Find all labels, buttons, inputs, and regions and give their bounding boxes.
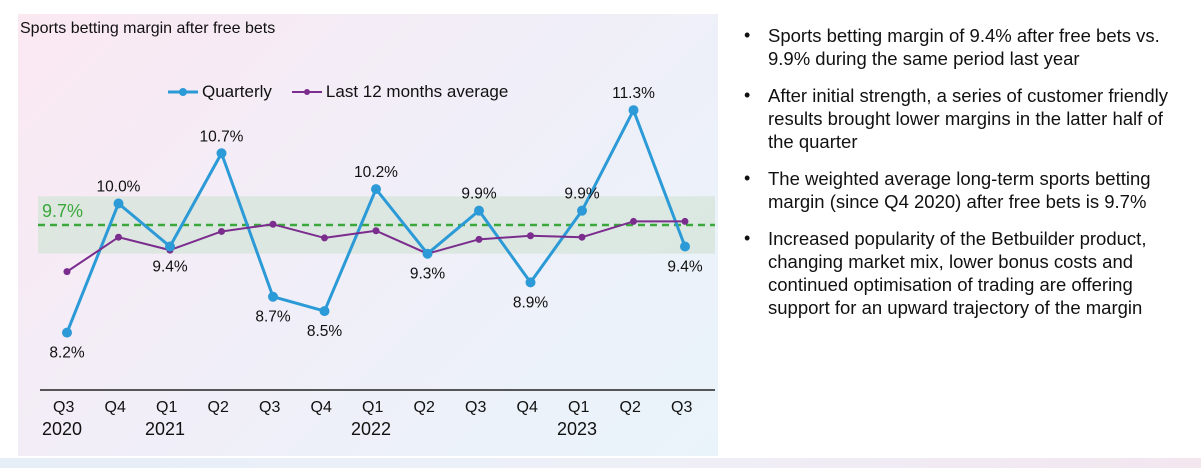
x-tick-label: Q3	[671, 399, 692, 416]
data-label: 9.9%	[461, 186, 497, 203]
x-tick-label: Q1	[362, 399, 383, 416]
x-tick-label: Q2	[414, 399, 435, 416]
data-label: 10.0%	[97, 178, 141, 195]
data-point-quarterly	[62, 327, 72, 338]
data-label: 11.3%	[612, 85, 655, 102]
data-label: 8.7%	[255, 309, 291, 326]
legend-label-quarterly: Quarterly	[202, 82, 272, 101]
data-point-quarterly	[268, 291, 278, 302]
chart-legend: Quarterly Last 12 months average	[168, 82, 508, 102]
data-point-quarterly	[680, 241, 690, 252]
data-label: 9.4%	[667, 259, 703, 276]
bullet-item: Increased popularity of the Betbuilder p…	[742, 227, 1182, 319]
data-label: 8.9%	[513, 294, 549, 311]
x-tick-label: Q3	[465, 399, 486, 416]
data-label: 9.3%	[410, 266, 446, 283]
data-point-ltm-average	[527, 232, 534, 240]
x-year-label: 2022	[351, 419, 391, 439]
data-point-quarterly	[319, 306, 330, 317]
data-label: 9.4%	[152, 259, 188, 276]
x-tick-label: Q4	[105, 399, 126, 416]
data-point-quarterly	[165, 241, 175, 252]
data-label: 10.2%	[354, 164, 398, 181]
data-point-quarterly	[525, 277, 536, 288]
data-point-ltm-average	[218, 227, 225, 235]
x-tick-label: Q4	[311, 399, 332, 416]
data-point-ltm-average	[475, 235, 483, 243]
x-tick-label: Q1	[568, 399, 589, 416]
data-label: 9.9%	[564, 186, 600, 203]
line-chart: 9.7% 8.2% 10.0% 9.4% 10.7% 8.7% 8.5% 10.2% 9.3% 9…	[38, 85, 715, 439]
data-point-quarterly	[216, 148, 227, 159]
x-tick-label: Q1	[156, 399, 177, 416]
data-point-quarterly	[422, 248, 433, 259]
data-point-quarterly	[371, 184, 381, 195]
x-tick-label: Q4	[517, 399, 538, 416]
x-tick-label: Q3	[53, 399, 74, 416]
x-year-label: 2023	[557, 419, 597, 439]
data-point-ltm-average	[63, 268, 71, 276]
legend-swatch-ltm-average	[291, 89, 322, 95]
data-point-quarterly	[577, 205, 587, 216]
data-point-quarterly	[628, 105, 639, 116]
data-point-quarterly	[474, 205, 484, 216]
chart-title: Sports betting margin after free bets	[20, 20, 276, 37]
legend-label-ltm-average: Last 12 months average	[325, 82, 509, 101]
reference-line-label: 9.7%	[42, 201, 83, 221]
data-label: 8.2%	[49, 345, 85, 362]
data-point-ltm-average	[321, 234, 328, 242]
legend-swatch-quarterly	[168, 88, 198, 96]
commentary-bullets: Sports betting margin of 9.4% after free…	[742, 24, 1182, 333]
data-point-ltm-average	[372, 227, 380, 235]
legend-item-ltm-average: Last 12 months average	[291, 82, 509, 102]
data-point-quarterly	[113, 198, 124, 209]
bottom-strip	[0, 458, 1201, 468]
data-label: 8.5%	[307, 323, 343, 340]
x-tick-label: Q2	[208, 399, 229, 416]
x-year-label: 2021	[145, 419, 185, 439]
x-tick-label: Q3	[259, 399, 280, 416]
data-point-ltm-average	[578, 233, 586, 241]
data-label: 10.7%	[200, 128, 244, 145]
data-point-ltm-average	[630, 217, 637, 225]
bullet-item: Sports betting margin of 9.4% after free…	[742, 24, 1182, 70]
x-year-label: 2020	[42, 419, 82, 439]
bullet-item: The weighted average long-term sports be…	[742, 167, 1182, 213]
bullet-item: After initial strength, a series of cust…	[742, 84, 1182, 153]
data-point-ltm-average	[115, 233, 122, 241]
data-point-ltm-average	[681, 217, 689, 225]
data-point-ltm-average	[269, 220, 277, 228]
x-tick-label: Q2	[620, 399, 641, 416]
legend-item-quarterly: Quarterly	[168, 82, 272, 102]
